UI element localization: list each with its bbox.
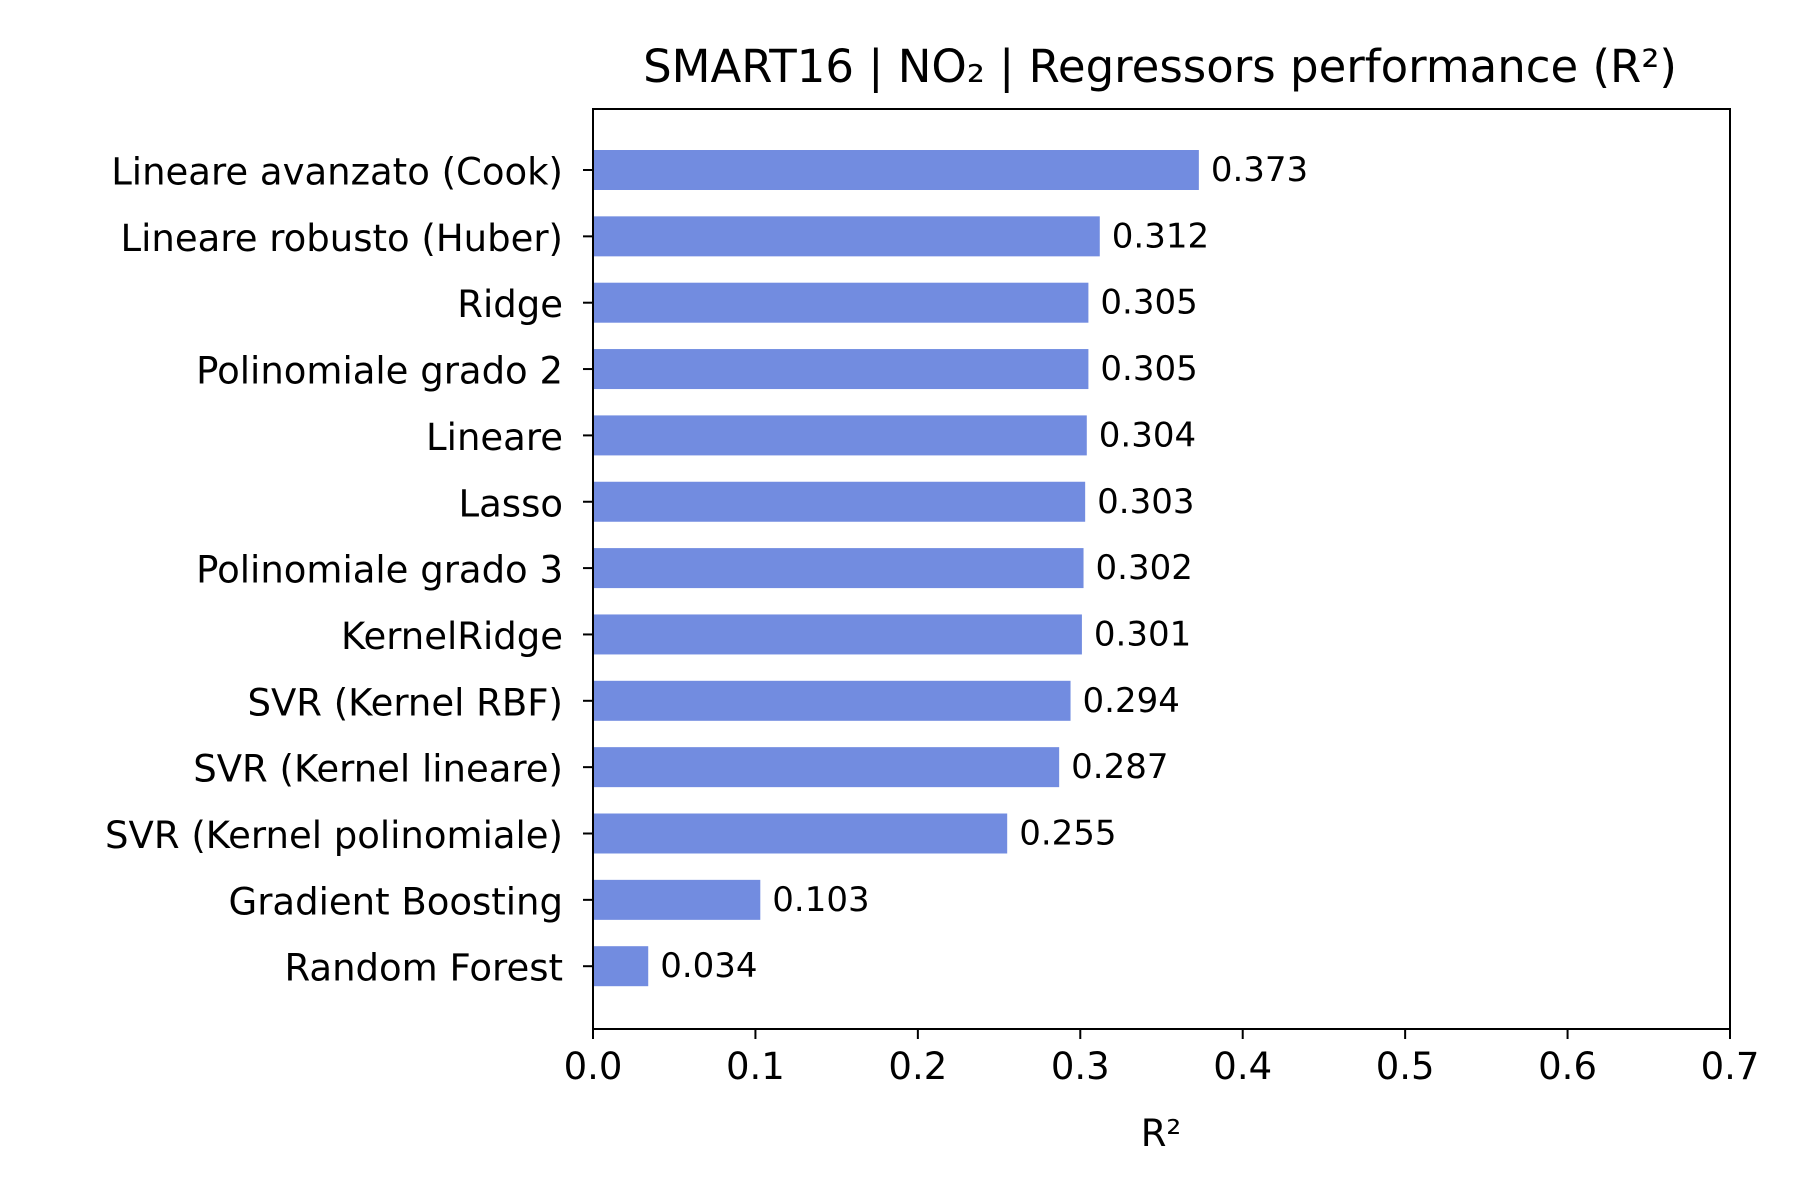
category-label: Lineare — [426, 416, 563, 459]
x-tick-label: 0.6 — [1538, 1045, 1597, 1088]
bars-layer — [593, 150, 1199, 987]
category-label: Random Forest — [285, 947, 564, 990]
category-label: Lineare robusto (Huber) — [121, 217, 563, 260]
bar — [593, 150, 1199, 190]
bar — [593, 216, 1100, 257]
bar — [593, 349, 1089, 390]
bar-value-label: 0.305 — [1100, 283, 1197, 323]
category-label: Lineare avanzato (Cook) — [111, 151, 563, 194]
plot-frame — [592, 108, 1731, 1030]
bar-value-label: 0.294 — [1083, 681, 1180, 721]
bar — [593, 481, 1086, 522]
chart-title: SMART16 | NO₂ | Regressors performance (… — [643, 40, 1677, 93]
bar — [593, 879, 761, 920]
category-label: Lasso — [459, 482, 563, 525]
category-label: KernelRidge — [341, 615, 563, 658]
category-label: Polinomiale grado 3 — [196, 549, 563, 592]
category-label: SVR (Kernel RBF) — [247, 681, 563, 724]
bar — [593, 415, 1087, 456]
bar-value-label: 0.312 — [1112, 216, 1209, 256]
category-label: SVR (Kernel polinomiale) — [105, 814, 563, 857]
bar — [593, 282, 1089, 323]
bar-value-label: 0.305 — [1100, 349, 1197, 389]
bar-value-label: 0.103 — [772, 880, 869, 920]
y-axis: Lineare avanzato (Cook) Lineare robusto (… — [105, 151, 593, 990]
x-tick-label: 0.7 — [1701, 1045, 1760, 1088]
bar-value-label: 0.373 — [1211, 150, 1308, 190]
category-label: Gradient Boosting — [229, 880, 563, 923]
bar-value-label: 0.304 — [1099, 415, 1196, 455]
x-tick-label: 0.4 — [1213, 1045, 1272, 1088]
category-label: Ridge — [457, 283, 563, 326]
bar-value-label: 0.034 — [660, 946, 757, 986]
category-label: Polinomiale grado 2 — [196, 350, 563, 393]
x-tick-label: 0.0 — [564, 1045, 623, 1088]
x-tick-label: 0.2 — [888, 1045, 947, 1088]
bar — [593, 813, 1008, 854]
category-label: SVR (Kernel lineare) — [193, 748, 563, 791]
bar — [593, 946, 649, 987]
bar-value-label: 0.303 — [1097, 482, 1194, 522]
bar-value-label: 0.255 — [1019, 814, 1116, 854]
bar — [593, 548, 1084, 589]
x-tick-label: 0.3 — [1051, 1045, 1110, 1088]
x-tick-label: 0.5 — [1376, 1045, 1435, 1088]
x-tick-label: 0.1 — [726, 1045, 785, 1088]
bar — [593, 747, 1060, 788]
bar-value-label: 0.302 — [1096, 548, 1193, 588]
bar — [593, 614, 1082, 655]
bar-value-label: 0.287 — [1071, 747, 1168, 787]
x-axis-label: R² — [1141, 1112, 1182, 1155]
bar — [593, 680, 1071, 721]
bar-value-label: 0.301 — [1094, 614, 1191, 654]
x-axis: 0.0 0.1 0.2 0.3 0.4 0.5 0.6 0.7 — [564, 1029, 1760, 1088]
